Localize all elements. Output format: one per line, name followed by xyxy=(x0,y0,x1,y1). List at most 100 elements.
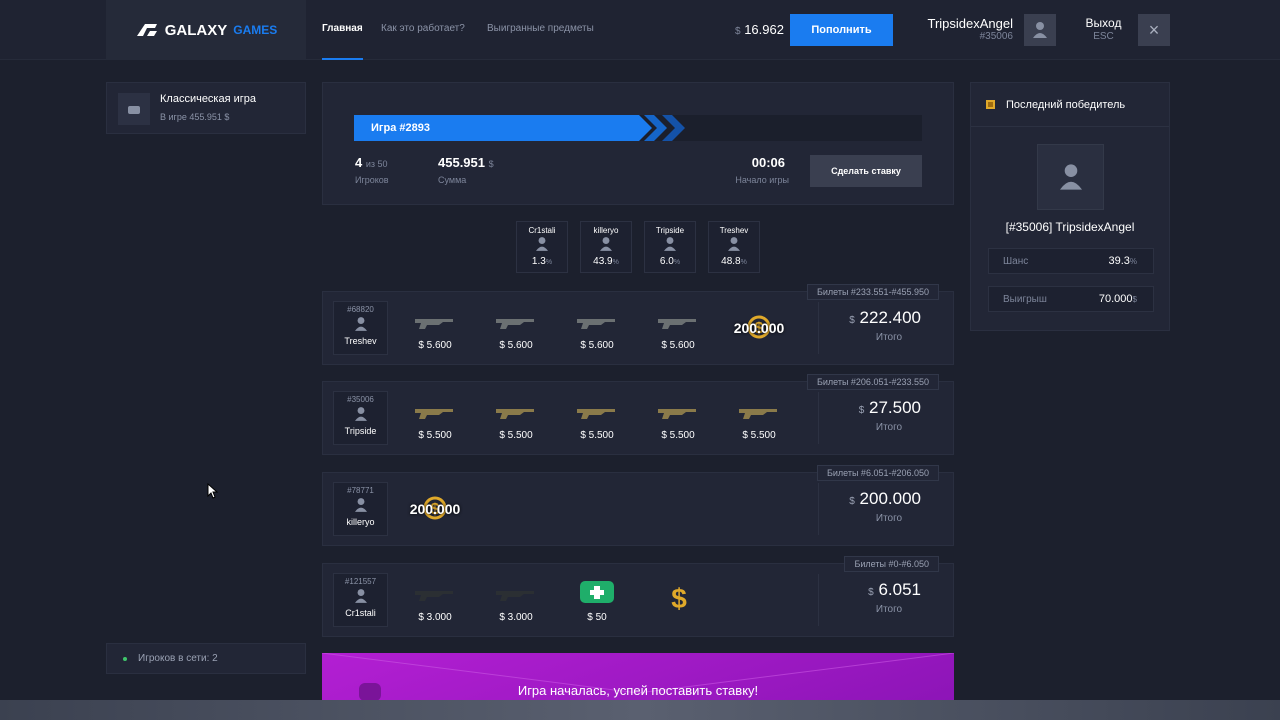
avatar xyxy=(645,237,695,253)
bet-item: $ 5.500 xyxy=(719,396,799,448)
avatar-icon xyxy=(354,498,367,512)
win-row: Выигрыш 70.000$ xyxy=(988,286,1154,312)
participant-card: killeryo 43.9% xyxy=(580,221,632,273)
avatar-icon xyxy=(1059,164,1082,190)
avatar-icon xyxy=(600,237,612,251)
mode-panel[interactable]: Классическая игра В игре 455.951 $ xyxy=(106,82,306,134)
avatar-icon xyxy=(354,407,367,421)
logout[interactable]: Выход xyxy=(1085,16,1122,30)
avatar-icon xyxy=(536,237,548,251)
participant-name: killeryo xyxy=(593,226,619,235)
item-icon xyxy=(496,409,534,419)
divider xyxy=(818,483,819,535)
bet-user: #78771 killeryo xyxy=(333,482,388,536)
item-icon xyxy=(415,409,453,419)
participant-chance: 6.0% xyxy=(645,256,695,267)
item-image xyxy=(557,578,637,608)
chance-unit: % xyxy=(1129,257,1137,266)
bet-item: $200.000 xyxy=(719,306,799,358)
total-currency: $ xyxy=(858,405,865,416)
participant-chance: 48.8% xyxy=(709,256,759,267)
logo-icon xyxy=(136,24,157,36)
winner-avatar xyxy=(1037,144,1104,210)
item-price: $ 3.000 xyxy=(499,612,533,623)
user-avatar[interactable] xyxy=(1024,14,1056,46)
winner-dot xyxy=(986,100,995,109)
coin: $ xyxy=(747,312,771,347)
avatar xyxy=(334,317,387,333)
win-value: 70.000 xyxy=(1098,293,1133,305)
bet-user-id: #35006 xyxy=(347,395,374,404)
close-button[interactable]: × xyxy=(1138,14,1170,46)
logo-text: GALAXY xyxy=(164,21,228,39)
participant-card: Tripside 6.0% xyxy=(644,221,696,273)
item-image xyxy=(395,396,475,426)
user-name[interactable]: TripsidexAngel xyxy=(927,16,1013,31)
online-panel: Игроков в сети: 2 xyxy=(106,643,306,674)
item-icon xyxy=(739,409,777,419)
bet-item: $ 5.600 xyxy=(557,306,637,358)
item-icon xyxy=(415,591,453,601)
nav-link[interactable]: Выигранные предметы xyxy=(487,23,594,34)
divider xyxy=(818,302,819,354)
balance-value: 16.962 xyxy=(744,22,784,37)
item-price: $ 50 xyxy=(587,612,607,623)
avatar xyxy=(709,237,759,253)
item-icon xyxy=(577,319,615,329)
banner-text: Игра началась, успей поставить ставку! xyxy=(517,683,759,698)
coin: $ xyxy=(423,493,447,528)
winner-header xyxy=(971,83,1169,127)
ticket-range: Билеты #0-#6.050 xyxy=(844,556,939,572)
total-label: Итого xyxy=(875,604,903,615)
item-image xyxy=(557,396,637,426)
chance-unit: % xyxy=(740,259,747,266)
sum-label: Сумма xyxy=(438,175,467,185)
logo[interactable]: GALAXY GAMES xyxy=(106,0,306,60)
logo-accent: GAMES xyxy=(233,23,278,37)
dollar-icon: $ xyxy=(671,585,687,613)
item-price: $ 5.600 xyxy=(580,340,614,351)
chance-value: 1.3 xyxy=(531,256,546,267)
nav-link[interactable]: Главная xyxy=(322,0,363,60)
avatar xyxy=(334,407,387,423)
item-price: $ 5.600 xyxy=(661,340,695,351)
item-icon xyxy=(580,581,614,603)
mode-subtitle: В игре 455.951 $ xyxy=(160,112,230,122)
item-price: $ 5.600 xyxy=(418,340,452,351)
nav-link[interactable]: Как это работает? xyxy=(381,23,465,34)
participant-card: Cr1stali 1.3% xyxy=(516,221,568,273)
winner-title: Последний победитель xyxy=(1006,99,1126,111)
participant-name: Treshev xyxy=(719,226,749,235)
deposit-button[interactable]: Пополнить xyxy=(790,14,893,46)
bet-total: $ 222.400 xyxy=(849,308,921,328)
divider xyxy=(818,392,819,444)
item-image xyxy=(476,396,556,426)
avatar xyxy=(334,498,387,514)
item-price: $ 3.000 xyxy=(418,612,452,623)
bet-button[interactable]: Сделать ставку xyxy=(810,155,922,187)
total-value: 222.400 xyxy=(859,308,921,327)
bet-user-name: Cr1stali xyxy=(345,608,376,618)
user-id: #35006 xyxy=(979,31,1013,42)
bet-item: $ 5.500 xyxy=(476,396,556,448)
bet-total: $ 6.051 xyxy=(868,580,921,600)
bet-item: $ 5.600 xyxy=(638,306,718,358)
avatar-icon xyxy=(354,317,367,331)
total-currency: $ xyxy=(868,587,874,598)
game-title: Игра #2893 xyxy=(371,122,430,134)
banner-icon xyxy=(359,683,381,701)
bet-item: $ 50 xyxy=(557,578,637,630)
bet-user-id: #78771 xyxy=(347,486,374,495)
chance-value: 39.3 xyxy=(1108,255,1130,267)
participant-card: Treshev 48.8% xyxy=(708,221,760,273)
bet-row: Билеты #0-#6.050 #121557 Cr1stali $ 3.000 $ … xyxy=(322,556,954,637)
item-icon xyxy=(496,591,534,601)
game-panel: Игра #2893 4 из 50 Игроков 455.951 $ Сум… xyxy=(322,82,954,205)
players: 4 из 50 xyxy=(355,155,388,170)
divider xyxy=(818,574,819,626)
item-image xyxy=(557,306,637,336)
avatar xyxy=(334,589,387,605)
win: 70.000$ xyxy=(1099,293,1137,305)
bet-user: #68820 Treshev xyxy=(333,301,388,355)
